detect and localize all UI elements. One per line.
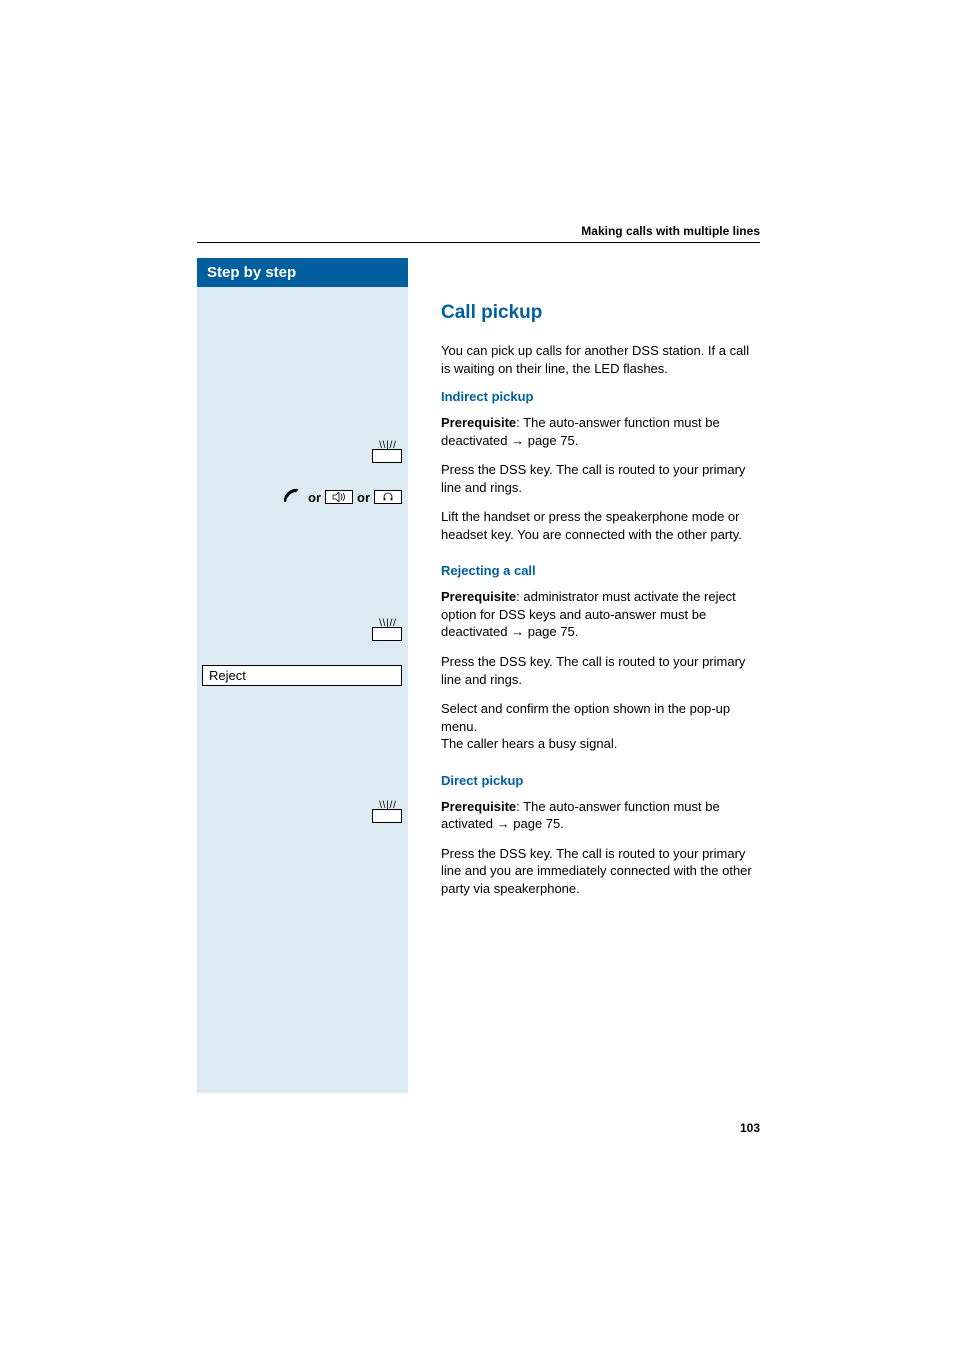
instruction-paragraph: Lift the handset or press the speakerpho… [441,508,761,543]
instruction-paragraph: Press the DSS key. The call is routed to… [441,461,761,496]
prerequisite-paragraph: Prerequisite: The auto-answer function m… [441,798,761,833]
instruction-paragraph: Press the DSS key. The call is routed to… [441,653,761,688]
prereq-label: Prerequisite [441,589,516,604]
dss-key-icon: \ \ | / / [372,443,402,463]
or-label-2: or [357,490,370,505]
keycap-icon [372,627,402,641]
dss-key-icon: \ \ | / / [372,621,402,641]
reject-option-box: Reject [202,665,402,686]
section-heading: Call pickup [441,302,761,324]
sidebar-body: \ \ | / / or or [197,287,408,1093]
prerequisite-paragraph: Prerequisite: administrator must activat… [441,588,761,641]
page-number: 103 [740,1121,760,1135]
instruction-paragraph: Select and confirm the option shown in t… [441,700,761,735]
document-page: Making calls with multiple lines Step by… [0,0,954,1351]
headset-key-icon [374,490,402,504]
main-content: Call pickup You can pick up calls for an… [441,290,761,909]
speaker-key-icon [325,490,353,504]
instruction-paragraph: The caller hears a busy signal. [441,735,761,753]
prereq-label: Prerequisite [441,799,516,814]
flashing-key-icon: \ \ | / / [372,621,402,641]
reject-label: Reject [209,668,246,683]
header-title: Making calls with multiple lines [581,224,760,238]
or-label-1: or [308,490,321,505]
page-ref: → page 75. [511,433,578,448]
answer-options: or or [282,488,402,506]
running-header: Making calls with multiple lines [197,224,760,243]
page-ref: → page 75. [497,816,564,831]
keycap-icon [372,809,402,823]
subsection-heading: Indirect pickup [441,389,761,404]
keycap-icon [372,449,402,463]
prerequisite-paragraph: Prerequisite: The auto-answer function m… [441,414,761,449]
page-ref: → page 75. [511,624,578,639]
dss-key-icon: \ \ | / / [372,803,402,823]
intro-paragraph: You can pick up calls for another DSS st… [441,342,761,377]
flashing-key-icon: \ \ | / / [372,443,402,463]
handset-icon [282,488,304,506]
subsection-heading: Direct pickup [441,773,761,788]
instruction-paragraph: Press the DSS key. The call is routed to… [441,845,761,898]
prereq-label: Prerequisite [441,415,516,430]
step-sidebar: Step by step \ \ | / / or or [197,258,408,1093]
step-banner: Step by step [197,258,408,287]
flashing-key-icon: \ \ | / / [372,803,402,823]
subsection-heading: Rejecting a call [441,563,761,578]
